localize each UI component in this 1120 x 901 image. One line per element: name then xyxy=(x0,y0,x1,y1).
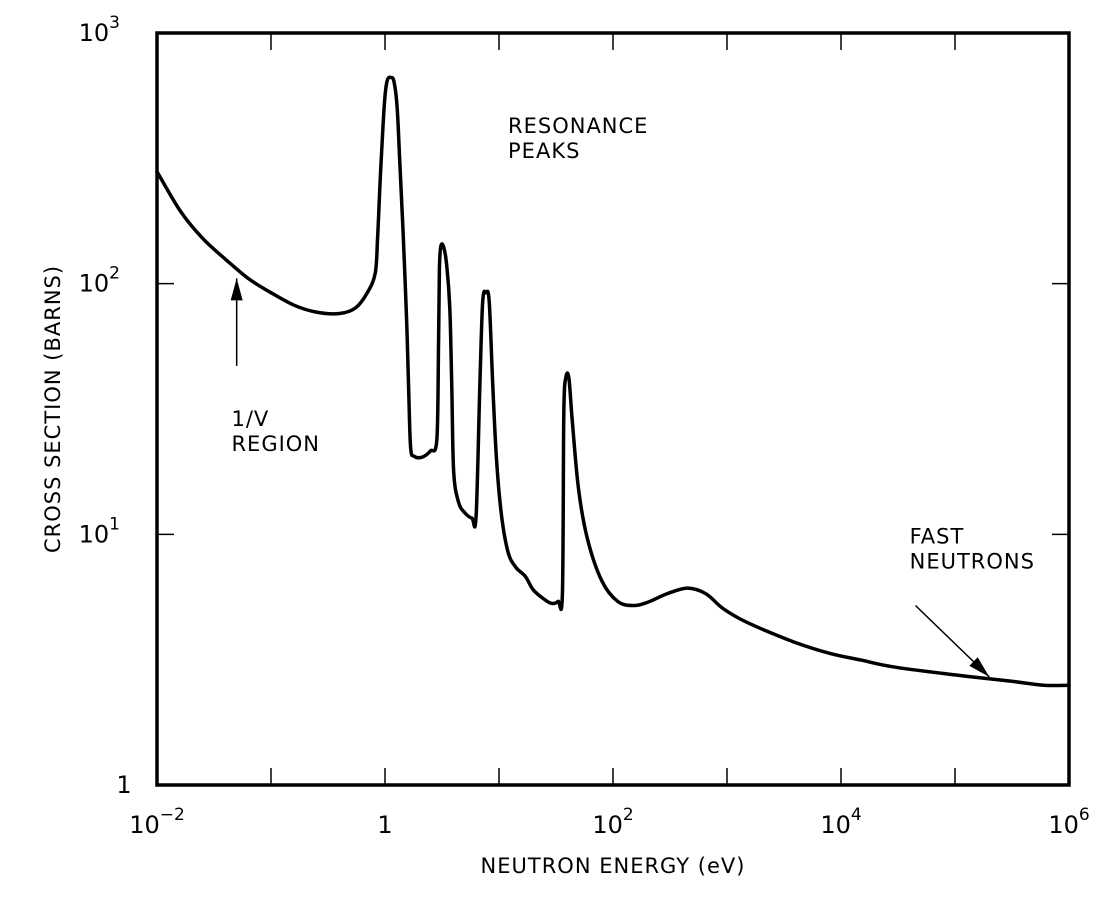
y-tick-label: 102 xyxy=(79,264,120,298)
series-line-cross-section xyxy=(155,75,1071,688)
tick-marks xyxy=(157,33,1069,785)
annotation-arrowhead xyxy=(230,278,243,301)
x-tick-label: 10−2 xyxy=(129,805,185,839)
x-tick-label: 102 xyxy=(592,805,633,839)
x-tick-label: 106 xyxy=(1048,805,1089,839)
y-tick-label: 1 xyxy=(116,771,131,799)
annotations: RESONANCE PEAKS 1/V REGION FAST NEUTRONS xyxy=(230,114,1035,678)
x-tick-label: 1 xyxy=(377,811,392,839)
annotation-arrowhead xyxy=(969,657,990,677)
annotation-label: RESONANCE PEAKS xyxy=(508,114,648,163)
tick-labels: 10−2 1 102 104 106 1 101 102 103 xyxy=(79,13,1090,839)
x-tick-label: 104 xyxy=(820,805,861,839)
y-axis-label: CROSS SECTION (BARNS) xyxy=(41,265,65,553)
y-tick-label: 103 xyxy=(79,13,120,47)
x-axis-label: NEUTRON ENERGY (eV) xyxy=(481,854,746,878)
y-tick-label: 101 xyxy=(79,514,120,548)
annotation-label: 1/V REGION xyxy=(231,407,320,456)
annotation-label: FAST NEUTRONS xyxy=(910,524,1035,573)
